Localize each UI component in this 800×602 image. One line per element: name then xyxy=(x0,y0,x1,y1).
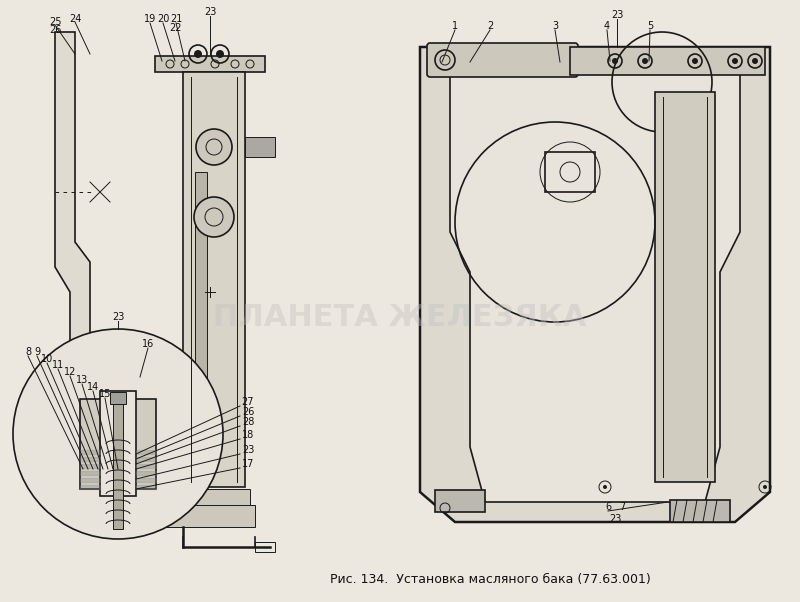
Text: 15: 15 xyxy=(99,389,111,399)
Text: 25: 25 xyxy=(49,17,62,27)
Circle shape xyxy=(752,58,758,64)
Text: 3: 3 xyxy=(552,21,558,31)
Text: 1: 1 xyxy=(452,21,458,31)
Bar xyxy=(80,399,156,489)
Text: 16: 16 xyxy=(142,339,154,349)
Text: 10: 10 xyxy=(41,354,53,364)
Text: ПЛАНЕТА ЖЕЛЕЗЯКА: ПЛАНЕТА ЖЕЛЕЗЯКА xyxy=(214,302,586,332)
Text: 17: 17 xyxy=(242,459,254,469)
Circle shape xyxy=(732,58,738,64)
Text: 23: 23 xyxy=(204,7,216,17)
Text: 26: 26 xyxy=(49,25,61,35)
Text: 23: 23 xyxy=(112,312,124,322)
FancyBboxPatch shape xyxy=(427,43,578,77)
Circle shape xyxy=(763,485,767,489)
Text: 19: 19 xyxy=(144,14,156,24)
Text: 26: 26 xyxy=(242,407,254,417)
Bar xyxy=(165,505,255,527)
Circle shape xyxy=(692,58,698,64)
Circle shape xyxy=(13,329,223,539)
Bar xyxy=(100,391,136,496)
Bar xyxy=(113,399,123,529)
Bar xyxy=(155,56,265,72)
Text: 23: 23 xyxy=(242,445,254,455)
Bar xyxy=(570,47,765,75)
Text: 27: 27 xyxy=(242,397,254,407)
Text: 14: 14 xyxy=(87,382,99,392)
Polygon shape xyxy=(55,32,160,507)
Circle shape xyxy=(642,58,648,64)
Text: 2: 2 xyxy=(487,21,493,31)
Text: 23: 23 xyxy=(609,514,621,524)
Text: 4: 4 xyxy=(604,21,610,31)
Polygon shape xyxy=(450,57,740,502)
Text: 28: 28 xyxy=(242,417,254,427)
Circle shape xyxy=(216,50,224,58)
Bar xyxy=(175,489,250,507)
Bar xyxy=(655,92,715,482)
Bar xyxy=(183,72,245,487)
Bar xyxy=(670,500,730,522)
Text: 5: 5 xyxy=(647,21,653,31)
Text: Рис. 134.  Установка масляного бака (77.63.001): Рис. 134. Установка масляного бака (77.6… xyxy=(330,574,650,586)
Bar xyxy=(255,542,275,552)
Text: 18: 18 xyxy=(242,430,254,440)
Text: 6: 6 xyxy=(605,502,611,512)
Text: 8: 8 xyxy=(25,347,31,357)
Circle shape xyxy=(612,58,618,64)
Bar xyxy=(435,490,485,512)
Text: 7: 7 xyxy=(619,502,625,512)
Circle shape xyxy=(603,485,607,489)
Circle shape xyxy=(194,50,202,58)
Bar xyxy=(110,392,126,404)
Text: 12: 12 xyxy=(64,367,76,377)
Text: 9: 9 xyxy=(34,347,40,357)
Bar xyxy=(195,172,207,472)
Text: 20: 20 xyxy=(157,14,169,24)
Bar xyxy=(545,152,595,192)
Text: 22: 22 xyxy=(170,23,182,33)
Bar xyxy=(245,137,275,157)
Circle shape xyxy=(194,197,234,237)
Polygon shape xyxy=(420,47,770,522)
Text: 23: 23 xyxy=(611,10,623,20)
Text: 21: 21 xyxy=(170,14,182,24)
Circle shape xyxy=(196,129,232,165)
Text: 13: 13 xyxy=(76,375,88,385)
Text: 24: 24 xyxy=(69,14,81,24)
Text: 11: 11 xyxy=(52,360,64,370)
